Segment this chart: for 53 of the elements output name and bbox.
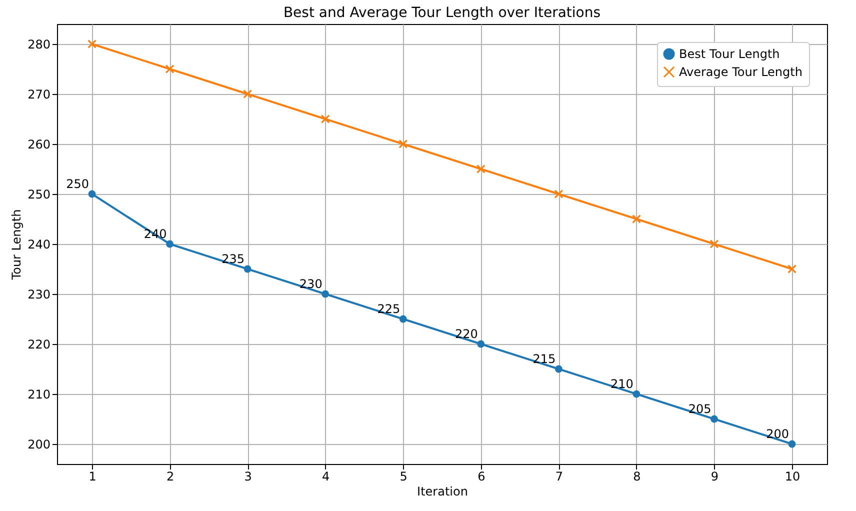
x-tick-label: 5: [400, 470, 408, 484]
point: [166, 240, 174, 248]
x-tick-label: 7: [555, 470, 563, 484]
point: [399, 315, 407, 323]
y-tick-label: 220: [28, 338, 50, 352]
y-tick-label: 240: [28, 238, 50, 252]
point: [632, 214, 641, 224]
x-axis-title: Iteration: [417, 484, 468, 498]
y-tick-label: 200: [28, 438, 50, 452]
point: [322, 290, 330, 298]
y-tick-label: 270: [28, 88, 50, 102]
data-label: 225: [377, 302, 400, 316]
point: [88, 190, 96, 198]
point: [710, 239, 719, 249]
point: [788, 440, 796, 448]
data-label: 205: [688, 402, 712, 416]
y-tick-label: 230: [28, 288, 50, 302]
point: [87, 39, 97, 49]
point: [477, 340, 485, 348]
point: [476, 164, 486, 174]
x-tick-label: 9: [710, 470, 719, 484]
legend-label: Average Tour Length: [679, 65, 802, 79]
x-tick-label: 2: [166, 470, 174, 484]
point: [632, 390, 640, 398]
chart-title: Best and Average Tour Length over Iterations: [283, 5, 601, 21]
y-tick-label: 210: [28, 388, 50, 402]
point: [710, 415, 718, 423]
x-tick-label: 8: [633, 470, 641, 484]
point: [554, 365, 562, 373]
data-label: 215: [532, 352, 556, 366]
legend-label: Best Tour Length: [679, 47, 780, 61]
point: [244, 265, 252, 273]
x-tick-label: 3: [244, 470, 252, 484]
data-label: 210: [610, 377, 634, 391]
data-label: 200: [766, 427, 789, 441]
x-tick-label: 1: [88, 470, 96, 484]
y-axis-title: Tour Length: [10, 209, 24, 281]
point: [320, 114, 330, 124]
x-tick-label: 6: [478, 470, 486, 484]
point: [243, 89, 252, 99]
data-label: 235: [222, 252, 245, 266]
point: [554, 189, 564, 199]
y-tick-label: 280: [28, 38, 50, 52]
x-tick-label: 10: [784, 470, 800, 484]
data-label: 230: [299, 277, 322, 291]
point: [787, 264, 797, 274]
point: [165, 64, 174, 74]
y-tick-label: 260: [28, 138, 50, 152]
data-label: 250: [66, 177, 89, 191]
x-tick-label: 4: [322, 470, 330, 484]
data-label: 220: [454, 327, 478, 341]
y-tick-label: 250: [28, 188, 50, 202]
point: [398, 139, 408, 149]
